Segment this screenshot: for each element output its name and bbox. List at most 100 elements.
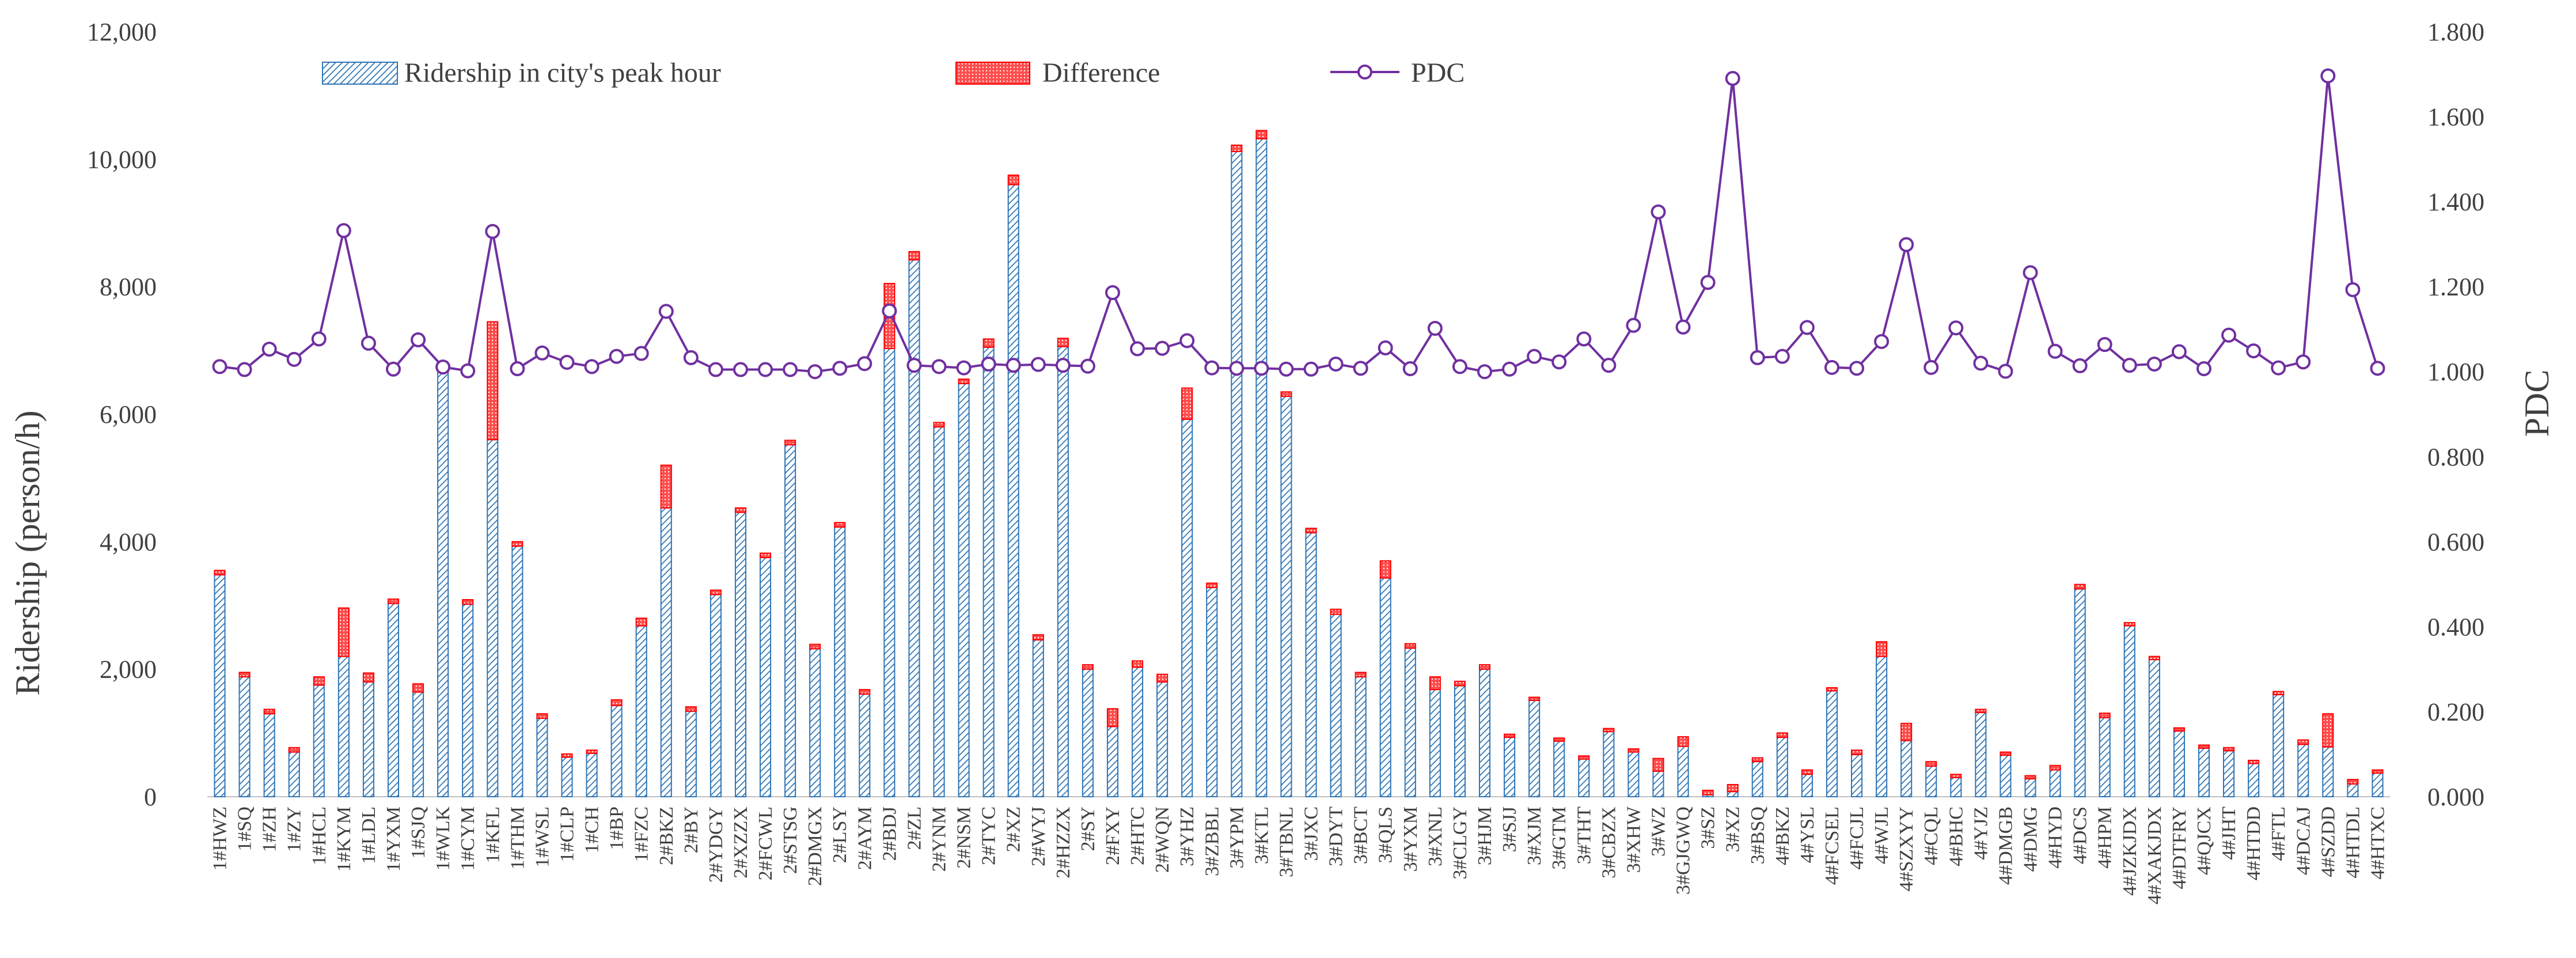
x-tick-label: 2#HTC — [1127, 806, 1148, 865]
difference-bar — [1057, 338, 1069, 347]
x-tick-label: 3#GTM — [1549, 806, 1570, 870]
ridership-bar — [2148, 659, 2160, 797]
x-tick-label: 3#HJM — [1474, 806, 1496, 865]
difference-bar — [2198, 744, 2210, 749]
x-tick-label: 2#TYC — [978, 806, 1000, 865]
pdc-point — [807, 364, 823, 380]
x-tick-label: 4#DMGB — [1995, 806, 2016, 885]
y-tick-label-left: 8,000 — [100, 273, 157, 301]
pdc-point — [386, 361, 401, 377]
x-tick-label: 2#WYJ — [1028, 806, 1049, 866]
pdc-point — [584, 359, 600, 374]
pdc-point — [2296, 354, 2311, 370]
x-tick-label: 1#THM — [507, 806, 528, 870]
difference-bar — [660, 464, 672, 509]
y-tick-label-right: 0.000 — [2427, 783, 2484, 811]
y-tick-label-right: 1.600 — [2427, 103, 2484, 131]
pdc-point — [1055, 358, 1071, 373]
y-tick-label-right: 1.400 — [2427, 188, 2484, 216]
ridership-bar — [809, 648, 821, 797]
difference-bar — [685, 706, 697, 712]
x-tick-label: 2#YDGY — [705, 806, 727, 883]
pdc-point — [2047, 343, 2063, 359]
x-tick-label: 2#DMGX — [805, 806, 826, 886]
y-tick-label-left: 6,000 — [100, 400, 157, 429]
difference-bar — [2123, 622, 2135, 627]
ridership-bar — [1305, 532, 1317, 798]
difference-bar — [1305, 528, 1317, 533]
difference-bar — [1132, 660, 1144, 668]
legend-marker-pdc — [1357, 65, 1372, 79]
x-tick-label: 2#AYM — [854, 806, 875, 870]
x-tick-label: 4#FCSEL — [1822, 806, 1843, 885]
difference-bar — [2074, 584, 2086, 590]
pdc-point — [1303, 361, 1319, 377]
difference-bar — [1032, 634, 1044, 641]
ridership-bar — [437, 371, 449, 797]
ridership-bar — [2099, 717, 2111, 797]
legend-label-difference: Difference — [1042, 58, 1160, 88]
pdc-point — [1924, 359, 1939, 375]
ridership-bar — [1801, 774, 1813, 798]
ridership-bar — [1280, 396, 1292, 797]
pdc-point — [882, 303, 897, 319]
ridership-bar — [1106, 726, 1119, 798]
x-tick-label: 4#JHT — [2218, 806, 2240, 860]
pdc-point — [534, 345, 550, 361]
x-tick-label: 2#YNM — [929, 806, 950, 872]
ridership-bar — [933, 426, 945, 797]
difference-bar — [1727, 783, 1739, 793]
ridership-bar — [859, 693, 871, 797]
ridership-bar — [387, 603, 400, 798]
x-tick-label: 1#ZH — [259, 806, 280, 852]
x-tick-label: 3#CBZX — [1598, 806, 1619, 879]
x-tick-label: 3#BCT — [1350, 806, 1372, 864]
difference-bar — [487, 321, 499, 441]
pdc-point — [931, 359, 947, 374]
ridership-bar — [1627, 751, 1640, 797]
difference-bar — [2148, 656, 2160, 661]
x-tick-label: 4#SZDD — [2317, 806, 2339, 877]
ridership-bar — [1826, 690, 1838, 797]
ridership-bar — [536, 717, 548, 797]
difference-bar — [610, 699, 623, 706]
ridership-bar — [1876, 656, 1888, 797]
ridership-bar — [1553, 740, 1565, 797]
ridership-bar — [313, 684, 325, 798]
y-tick-label-left: 12,000 — [87, 18, 157, 46]
pdc-markers — [212, 68, 2385, 380]
difference-bar — [1603, 728, 1615, 733]
ridership-bar — [1850, 753, 1863, 797]
x-tick-label: 1#SJQ — [408, 806, 429, 859]
difference-bar — [1900, 722, 1913, 741]
pdc-point — [2146, 356, 2162, 372]
x-tick-label: 3#XHW — [1623, 806, 1644, 873]
x-tick-label: 3#ZBBL — [1201, 806, 1223, 876]
ridership-bar — [263, 713, 275, 797]
pdc-point — [906, 358, 922, 373]
x-tick-label: 3#JXC — [1301, 806, 1322, 861]
ridership-bar — [1156, 681, 1169, 798]
ridership-bar — [1057, 346, 1069, 797]
pdc-point — [2246, 343, 2262, 359]
x-tick-label: 1#CLP — [557, 806, 578, 862]
difference-bar — [933, 422, 945, 428]
ridership-bar — [214, 574, 226, 797]
difference-bar — [1255, 130, 1268, 139]
x-tick-label: 1#HCL — [309, 806, 330, 865]
x-tick-label: 1#CYM — [457, 806, 479, 870]
ridership-bar — [1652, 770, 1664, 797]
difference-bar — [1106, 708, 1119, 728]
pdc-point — [1402, 361, 1418, 377]
y-tick-label-left: 2,000 — [100, 656, 157, 684]
x-tick-label: 2#BDJ — [879, 806, 900, 861]
difference-bar — [1850, 749, 1863, 755]
difference-bar — [1504, 733, 1516, 739]
difference-bar — [1553, 737, 1565, 742]
ridership-bar — [1776, 737, 1788, 797]
pdc-point — [857, 356, 872, 372]
pdc-point — [1452, 359, 1467, 374]
x-tick-label: 1#ZY — [284, 806, 305, 852]
difference-bar — [313, 676, 325, 686]
pdc-point — [1849, 361, 1865, 376]
